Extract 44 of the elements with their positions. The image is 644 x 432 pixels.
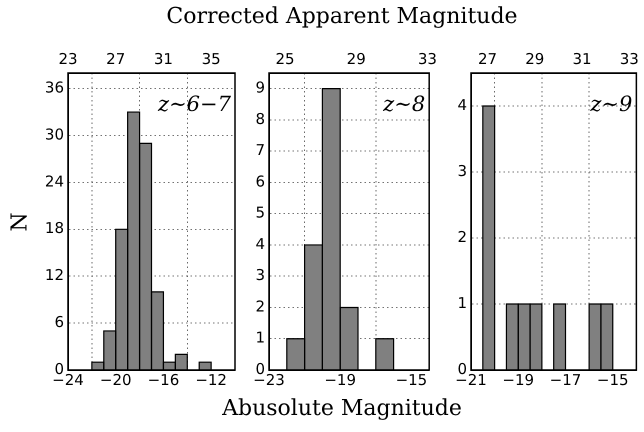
y-tick-label: 3 [255,266,265,284]
y-tick-label: 18 [44,219,64,238]
annotation: z∼8 [382,92,426,116]
y-tick-label: 2 [255,297,265,316]
annotation: z∼6−7 [157,92,232,116]
x-tick-label: −17 [550,370,582,389]
x2-tick-label: 29 [346,50,366,68]
x2-tick-label: 35 [202,50,221,68]
y-tick-label: 6 [54,312,64,331]
y-tick-label: 9 [255,78,265,97]
x-axis-title: Abusolute Magnitude [222,396,462,421]
annotation: z∼9 [589,92,632,116]
y-tick-label: 5 [255,204,265,222]
y-tick-label: 8 [255,110,265,128]
y-tick-label: 3 [457,162,467,180]
x2-tick-label: 33 [620,50,639,68]
y-tick-label: 1 [255,328,265,347]
y-tick-label: 1 [457,294,467,312]
x2-axis-title: Corrected Apparent Magnitude [166,4,518,29]
x2-tick-label: 29 [525,50,544,68]
y-axis-title: N [8,212,32,232]
x2-tick-label: 33 [418,50,437,68]
x-tick-label: −19 [502,370,534,389]
x2-tick-label: 23 [58,50,78,68]
y-tick-label: 2 [457,228,467,246]
x2-tick-label: 31 [154,50,173,68]
x2-tick-label: 27 [106,50,126,68]
y-tick-label: 4 [457,96,467,114]
y-tick-label: 24 [44,172,64,190]
y-tick-label: 6 [255,172,265,190]
x-tick-label: −15 [396,370,428,389]
x2-tick-label: 25 [275,50,295,68]
x-tick-label: −19 [324,370,356,389]
x-tick-label: −12 [195,370,227,389]
x2-tick-label: 31 [572,50,592,68]
x-tick-label: −20 [100,370,132,389]
y-tick-label: 30 [44,125,64,144]
y-tick-label: 36 [44,78,64,97]
x2-tick-label: 27 [478,50,498,68]
x-tick-label: −16 [148,370,180,389]
y-tick-label: 4 [255,234,265,253]
y-tick-label: 12 [44,266,64,284]
x-tick-label: −15 [596,370,629,389]
y-tick-label: 7 [255,141,265,160]
